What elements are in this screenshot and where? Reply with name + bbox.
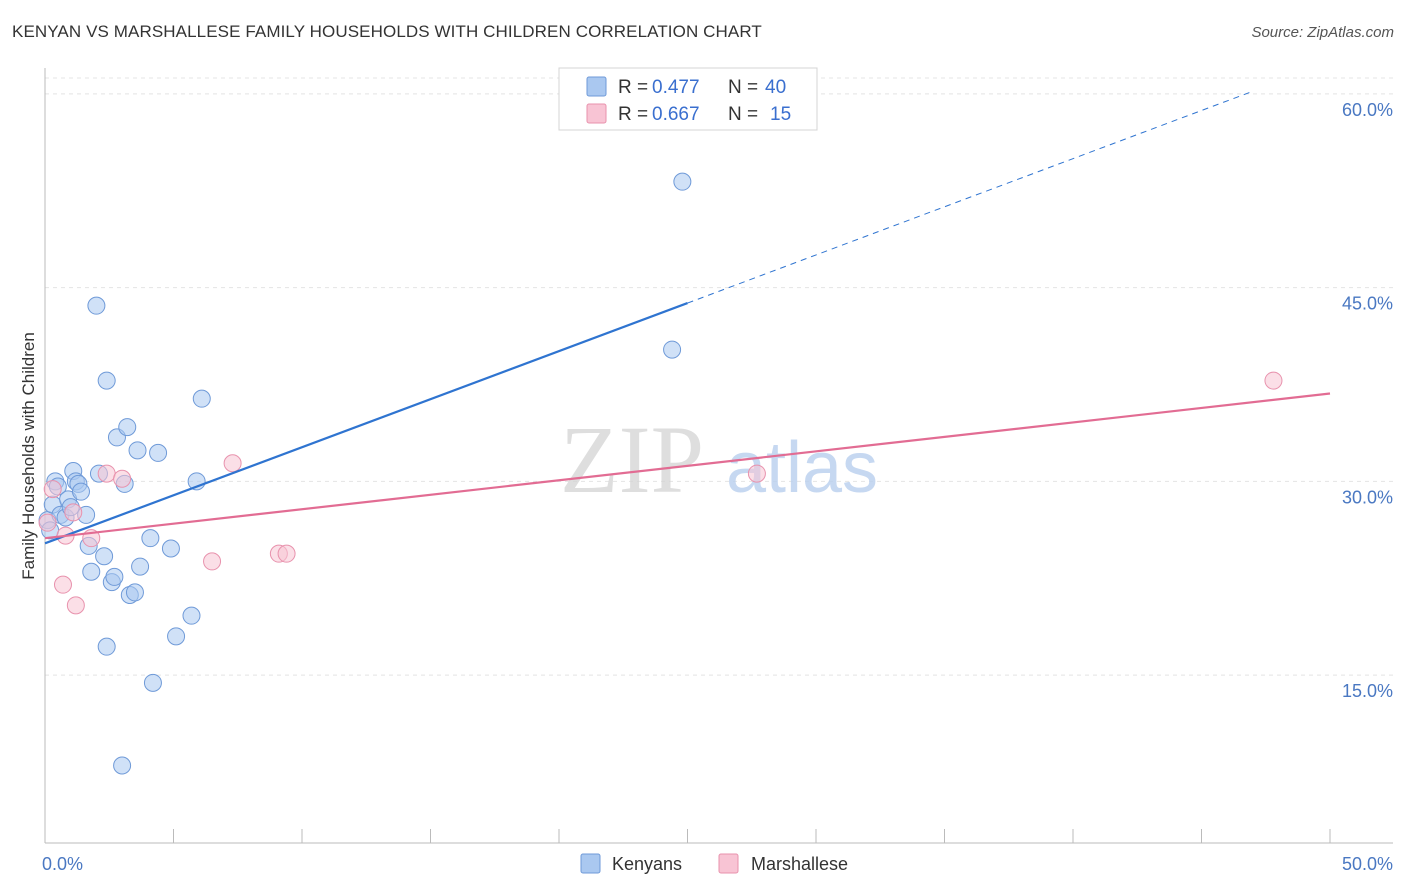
kenyans-point-22 [105, 567, 124, 586]
marshallese-point-1 [43, 480, 62, 499]
kenyans-point-35 [167, 627, 186, 646]
series-legend: Kenyans Marshallese [580, 853, 848, 874]
marshallese-series-label: Marshallese [751, 854, 848, 874]
y-tick-label-1: 30.0% [1342, 487, 1393, 507]
y-tick-label-0: 15.0% [1342, 681, 1393, 701]
marshallese-point-0 [38, 513, 57, 532]
y-tick-labels: 15.0% 30.0% 45.0% 60.0% [1342, 100, 1393, 701]
kenyans-n-value: 40 [765, 77, 786, 98]
kenyans-r-label: R = [618, 77, 648, 98]
watermark: ZIP atlas [560, 406, 878, 513]
marshallese-r-value: 0.667 [652, 104, 700, 125]
y-tick-label-2: 45.0% [1342, 294, 1393, 314]
kenyans-legend-swatch [586, 76, 607, 97]
kenyans-point-12 [71, 482, 90, 501]
kenyans-trend-line [44, 302, 688, 545]
marshallese-point-14 [1264, 371, 1283, 390]
trend-lines [44, 90, 1331, 545]
kenyans-r-value: 0.477 [652, 77, 700, 98]
kenyans-point-31 [141, 529, 160, 548]
x-tick-label-max: 50.0% [1342, 854, 1393, 874]
marshallese-series-swatch [718, 853, 739, 874]
kenyans-point-29 [128, 441, 147, 460]
kenyans-point-26 [118, 418, 137, 437]
marshallese-point-5 [66, 596, 85, 615]
chart-source: Source: ZipAtlas.com [1251, 24, 1394, 41]
kenyans-point-16 [87, 296, 106, 315]
y-tick-label-3: 60.0% [1342, 100, 1393, 120]
grid-lines [45, 77, 1393, 676]
kenyans-point-28 [125, 583, 144, 602]
y-axis-title: Family Households with Children [19, 332, 38, 580]
kenyans-point-30 [131, 557, 150, 576]
kenyans-point-34 [161, 539, 180, 558]
marshallese-point-12 [277, 544, 296, 563]
axes [44, 68, 1393, 844]
kenyans-point-36 [182, 606, 201, 625]
watermark-zip: ZIP [560, 406, 704, 513]
marshallese-point-8 [113, 469, 132, 488]
marshallese-point-13 [747, 464, 766, 483]
stats-legend: R = 0.477 N = 40 R = 0.667 N = 15 [558, 67, 818, 131]
data-points [38, 172, 1283, 775]
watermark-atlas: atlas [726, 428, 878, 508]
kenyans-point-38 [192, 389, 211, 408]
kenyans-point-20 [97, 637, 116, 656]
marshallese-point-9 [203, 552, 222, 571]
kenyans-series-swatch [580, 853, 601, 874]
marshallese-n-value: 15 [770, 104, 791, 125]
kenyans-series-label: Kenyans [612, 854, 682, 874]
marshallese-legend-swatch [586, 103, 607, 124]
kenyans-point-24 [113, 756, 132, 775]
kenyans-trend-extension [687, 90, 1254, 304]
kenyans-point-19 [97, 371, 116, 390]
marshallese-point-10 [223, 454, 242, 473]
x-tick-label-min: 0.0% [42, 854, 83, 874]
marshallese-point-4 [64, 503, 83, 522]
marshallese-point-7 [97, 464, 116, 483]
kenyans-point-32 [143, 673, 162, 692]
marshallese-n-label: N = [728, 104, 758, 125]
marshallese-point-2 [53, 575, 72, 594]
kenyans-point-40 [673, 172, 692, 191]
marshallese-trend-line [44, 392, 1331, 540]
kenyans-point-15 [82, 562, 101, 581]
kenyans-n-label: N = [728, 77, 758, 98]
kenyans-point-39 [663, 340, 682, 359]
kenyans-point-18 [95, 547, 114, 566]
chart-title: KENYAN VS MARSHALLESE FAMILY HOUSEHOLDS … [12, 22, 762, 41]
kenyans-point-33 [149, 443, 168, 462]
marshallese-r-label: R = [618, 104, 648, 125]
